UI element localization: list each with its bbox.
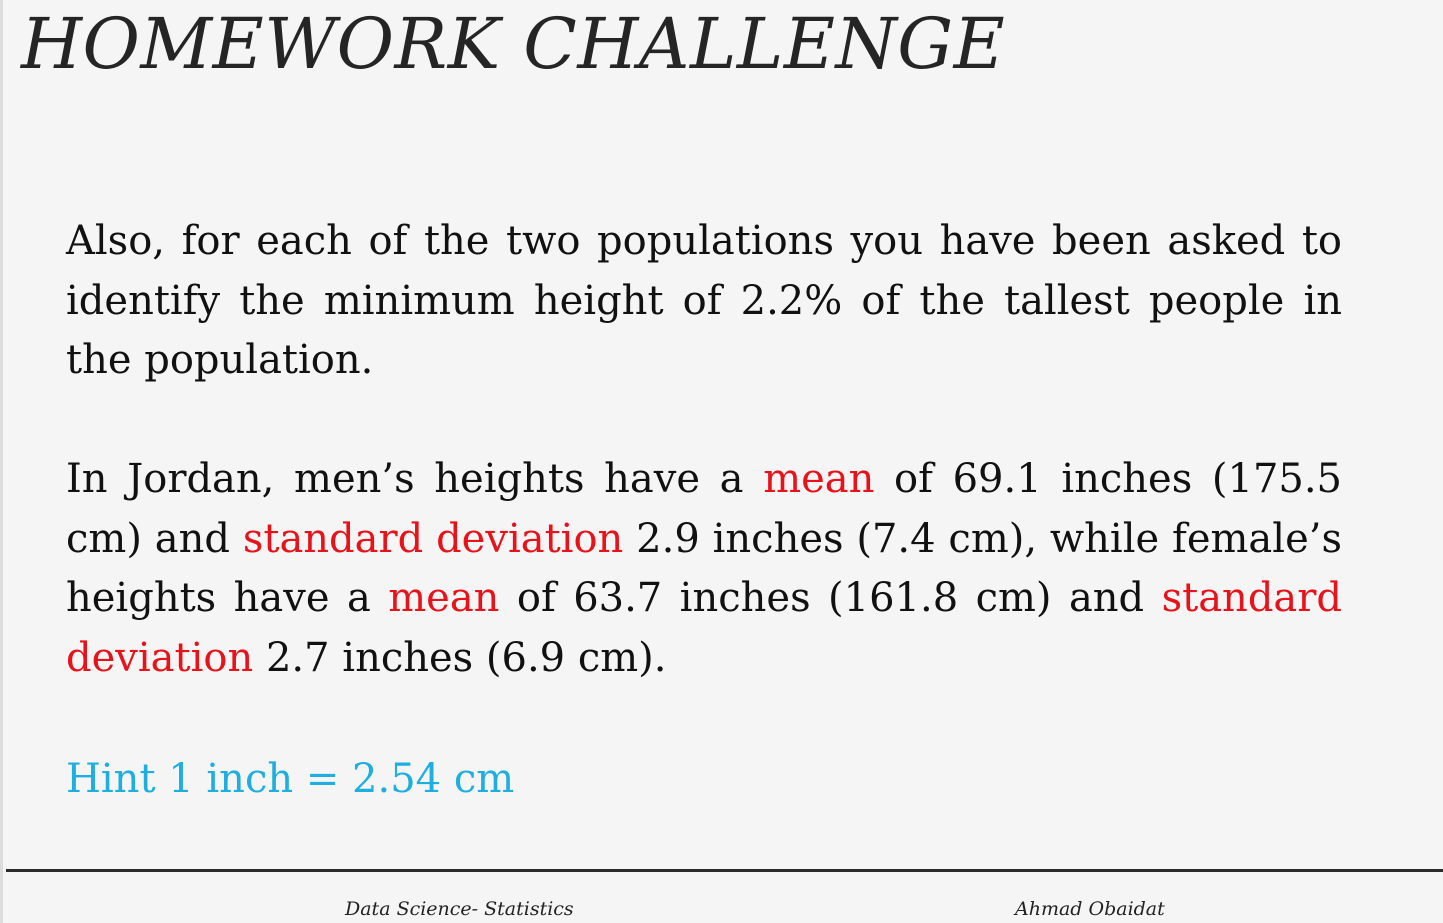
paragraph-text: of 69.1 inches (175.5 cm) and (66, 456, 1343, 562)
paragraph-text: In Jordan, men’s heights have a (66, 456, 764, 502)
slide-body: Also, for each of the two populations yo… (66, 212, 1342, 688)
hint-text: Hint 1 inch = 2.54 cm (66, 756, 515, 802)
footer-divider (6, 869, 1443, 872)
term-standard-deviation: standard deviation (242, 515, 624, 562)
slide-title: HOMEWORK CHALLENGE (21, 3, 1006, 85)
paragraph-text: 2.9 inches (7.4 cm), while female’s heig… (66, 515, 1342, 622)
term-mean: mean (763, 456, 875, 502)
paragraph-data: In Jordan, men’s heights have a mean of … (66, 450, 1342, 688)
term-mean: mean (388, 575, 500, 621)
footer-course: Data Science- Statistics (345, 898, 574, 920)
term-standard-deviation: standard deviation (66, 575, 1342, 681)
paragraph-task: Also, for each of the two populations yo… (66, 218, 1342, 383)
paragraph-text: of 63.7 inches (161.8 cm) and (499, 575, 1162, 621)
paragraph-text: 2.7 inches (6.9 cm). (253, 634, 667, 681)
footer-author: Ahmad Obaidat (1015, 898, 1165, 920)
